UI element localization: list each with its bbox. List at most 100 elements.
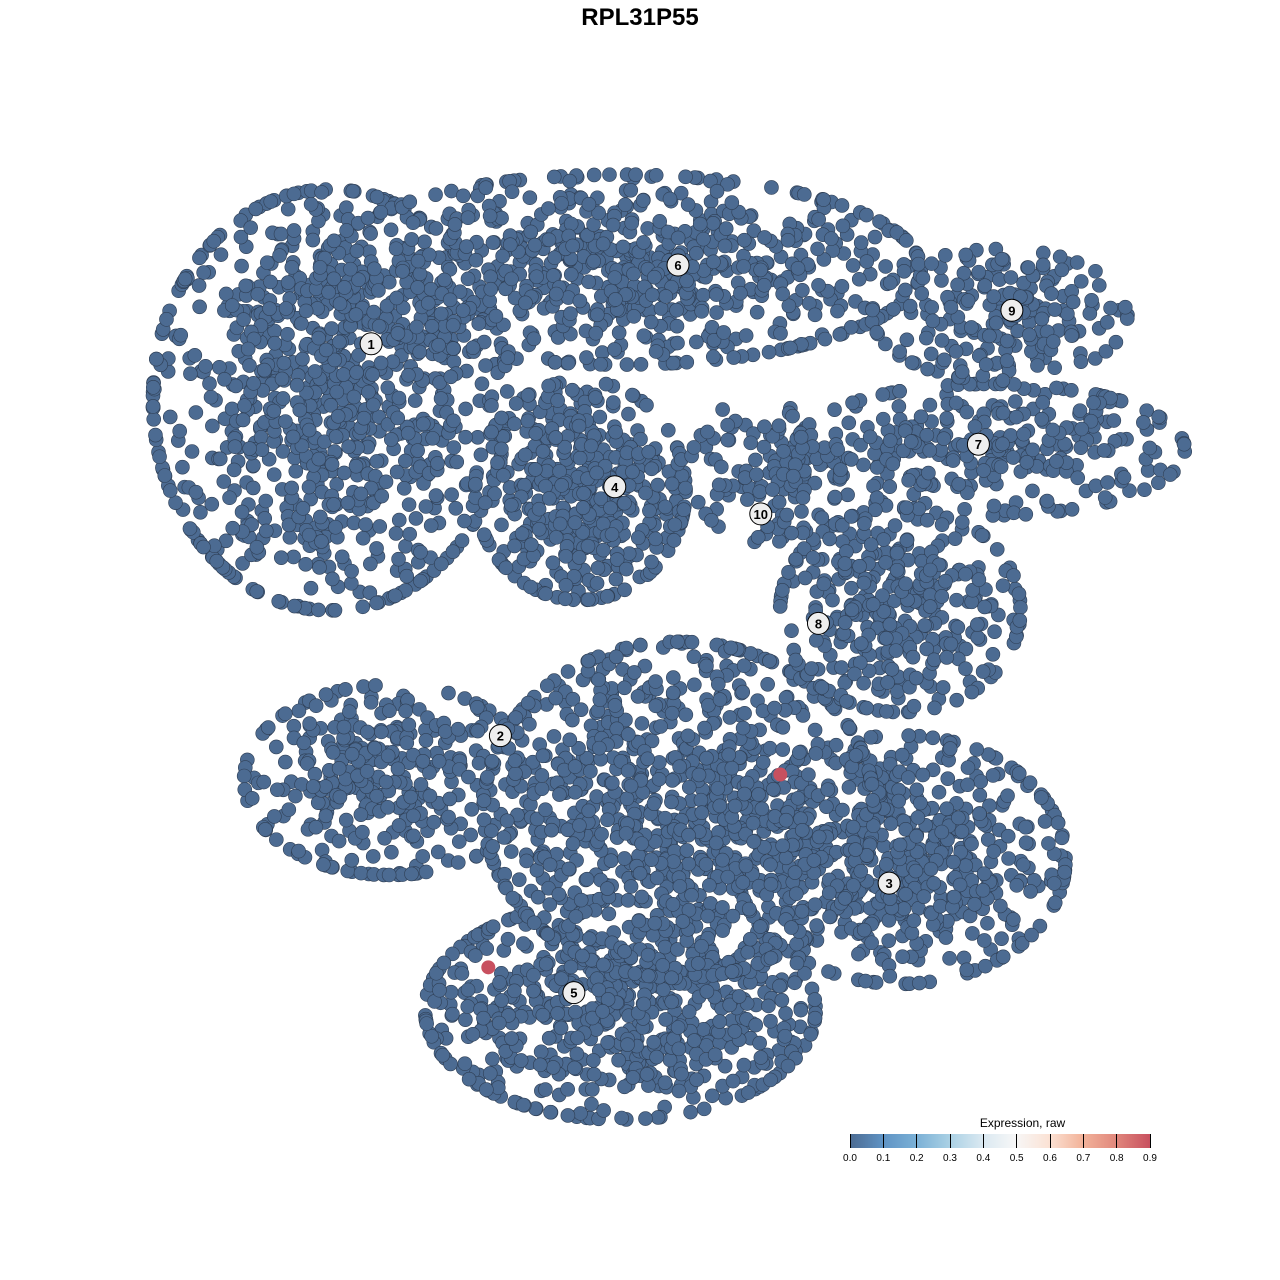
cell-point-cluster-1	[286, 549, 301, 565]
cell-point-cluster-2	[310, 795, 326, 810]
cell-point-cluster-2	[331, 761, 347, 776]
cell-point-cluster-5	[535, 748, 551, 764]
cell-point-cluster-7	[1025, 483, 1040, 499]
cell-point-cluster-7	[1106, 413, 1122, 428]
cell-point-cluster-2	[316, 857, 331, 872]
cell-point-cluster-6	[395, 263, 410, 279]
cell-point-cluster-7	[1116, 470, 1132, 485]
cell-point-cluster-5	[819, 799, 834, 814]
cell-point-cluster-4	[604, 527, 620, 542]
cell-point-cluster-6	[565, 238, 580, 254]
cell-point-cluster-5	[458, 1012, 473, 1027]
cell-point-cluster-4	[571, 418, 587, 434]
points-layer	[145, 167, 1193, 1127]
cell-point-cluster-1	[236, 312, 251, 327]
cell-point-cluster-1	[318, 342, 334, 358]
cell-point-cluster-3	[841, 780, 857, 795]
cell-point-cluster-5	[591, 672, 606, 688]
cell-point-cluster-3	[912, 975, 927, 991]
cell-point-cluster-6	[626, 309, 642, 324]
cell-point-cluster-6	[442, 292, 458, 308]
cell-point-cluster-4	[494, 517, 509, 533]
cell-point-cluster-2	[338, 682, 353, 697]
cell-point-cluster-5	[674, 1066, 689, 1082]
cell-point-cluster-5	[665, 685, 681, 701]
cell-point-cluster-6	[853, 235, 869, 250]
cell-point-cluster-5	[532, 1057, 548, 1073]
cell-point-cluster-2	[378, 774, 394, 790]
cell-point-cluster-6	[705, 349, 721, 365]
cell-point-cluster-5	[424, 1028, 439, 1044]
cell-point-cluster-1	[324, 321, 339, 336]
cell-point-cluster-6	[523, 224, 539, 240]
cell-point-cluster-2	[399, 735, 415, 751]
cell-point-cluster-5	[789, 936, 804, 952]
cell-point-cluster-6	[824, 231, 839, 246]
cell-point-cluster-6	[321, 284, 336, 300]
cell-point-cluster-7	[827, 402, 842, 417]
cell-point-cluster-6	[485, 235, 501, 250]
cell-point-cluster-3	[956, 950, 972, 966]
cell-point-cluster-5	[809, 918, 824, 933]
cell-point-cluster-7	[1018, 506, 1034, 522]
cell-point-cluster-4	[588, 390, 603, 405]
cell-point-cluster-5	[648, 698, 664, 714]
cell-point-cluster-1	[355, 530, 371, 546]
cell-point-cluster-5	[596, 1103, 611, 1118]
cell-point-cluster-7	[840, 487, 855, 503]
cell-point-cluster-5	[595, 1004, 610, 1019]
cell-point-cluster-7	[1019, 455, 1035, 470]
cell-point-cluster-5	[694, 938, 709, 954]
cell-point-cluster-2	[464, 802, 480, 817]
cell-point-cluster-3	[1041, 836, 1056, 851]
cell-point-cluster-4	[531, 501, 547, 517]
cell-point-cluster-7	[844, 452, 859, 467]
cell-point-cluster-5	[503, 844, 519, 859]
cell-point-cluster-6	[547, 355, 563, 370]
cell-point-cluster-5	[484, 823, 499, 839]
chart-title: RPL31P55	[581, 4, 699, 31]
cell-point-cluster-5	[848, 748, 864, 763]
cell-point-cluster-3	[915, 767, 931, 783]
cell-point-cluster-5	[508, 766, 523, 781]
cell-point-cluster-1	[288, 463, 304, 479]
cell-point-cluster-5	[594, 826, 609, 842]
cell-point-cluster-3	[1032, 918, 1048, 934]
cell-point-cluster-5	[735, 875, 751, 890]
cell-point-cluster-6	[689, 245, 704, 261]
cell-point-cluster-4	[476, 527, 492, 542]
cell-point-cluster-6	[366, 304, 382, 320]
cell-point-cluster-3	[954, 824, 970, 839]
cell-point-cluster-3	[882, 968, 898, 984]
cell-point-cluster-7	[993, 459, 1009, 475]
cell-point-cluster-5	[715, 923, 730, 938]
cell-point-cluster-1	[325, 571, 340, 587]
cell-point-cluster-1	[351, 347, 366, 363]
cell-point-cluster-5	[681, 779, 697, 795]
cell-point-cluster-7	[841, 415, 857, 431]
cell-point-cluster-2	[308, 819, 324, 835]
cell-point-cluster-4	[678, 480, 693, 496]
cell-point-cluster-5	[618, 826, 634, 841]
cell-point-cluster-1	[369, 595, 384, 611]
cell-point-cluster-1	[217, 372, 232, 387]
cell-point-cluster-5	[596, 957, 611, 973]
cell-point-cluster-1	[196, 539, 211, 555]
cell-point-cluster-3	[942, 951, 957, 966]
cell-point-cluster-5	[671, 1083, 687, 1099]
cell-point-cluster-6	[689, 334, 704, 350]
cell-point-cluster-5	[681, 856, 696, 872]
cell-point-cluster-3	[976, 866, 992, 881]
cell-point-cluster-5	[605, 775, 620, 791]
cell-point-cluster-3	[1009, 878, 1025, 893]
cell-point-cluster-1	[187, 348, 203, 363]
cell-point-cluster-7	[845, 395, 860, 411]
cell-point-cluster-1	[303, 196, 319, 212]
cell-point-cluster-1	[401, 367, 416, 383]
cell-point-cluster-5	[617, 851, 632, 866]
cell-point-cluster-5	[778, 850, 794, 866]
cell-point-cluster-6	[433, 306, 449, 322]
cell-point-cluster-6	[563, 216, 579, 232]
cell-point-cluster-1	[168, 495, 183, 510]
cell-point-cluster-6	[733, 285, 748, 301]
